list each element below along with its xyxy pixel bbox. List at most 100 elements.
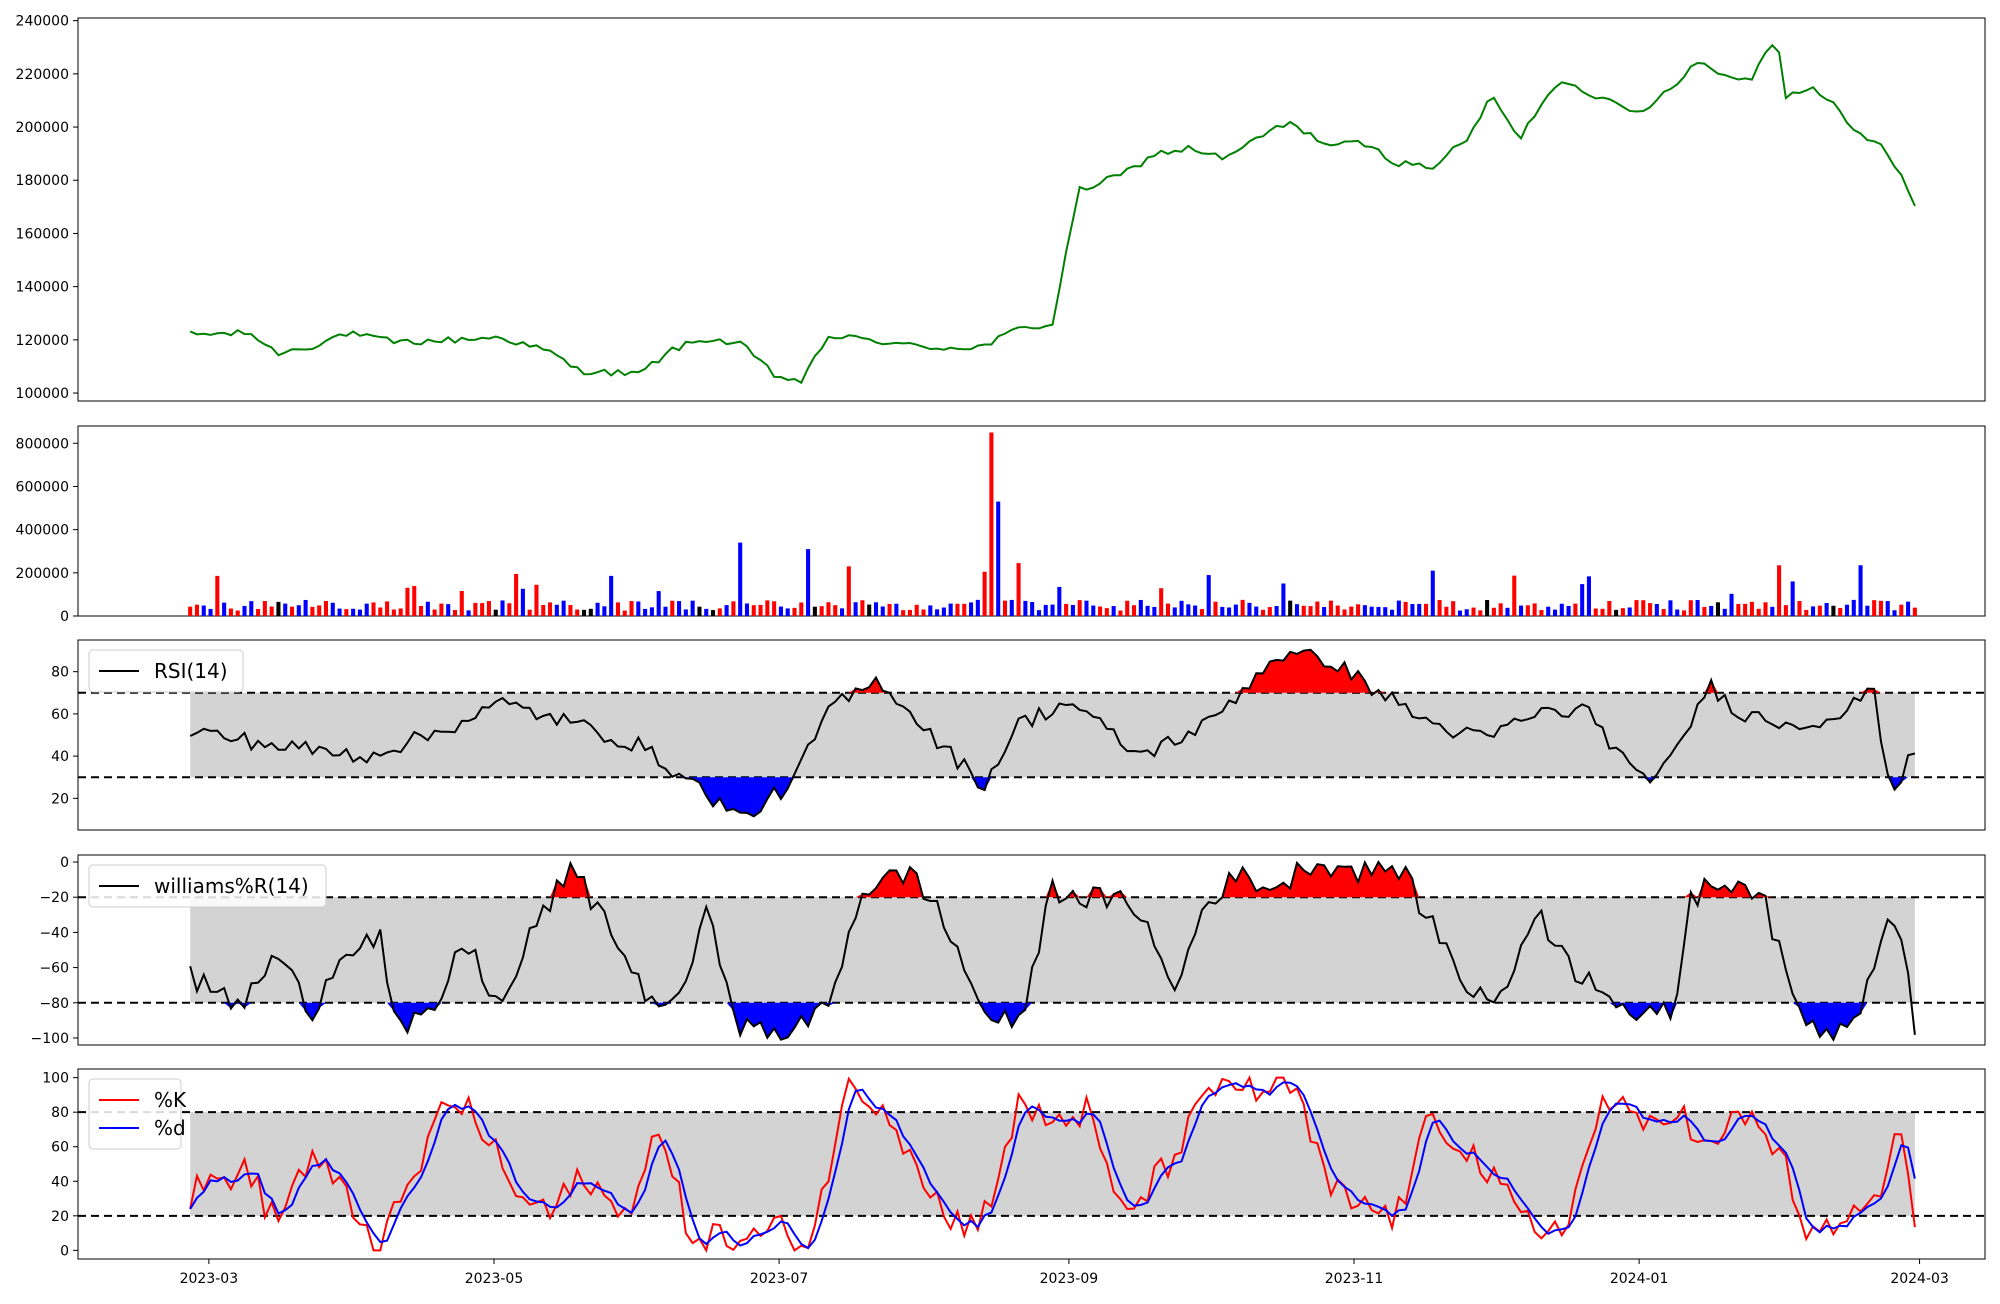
volume-bar bbox=[405, 588, 409, 616]
y-tick-label-0-1: 220000 bbox=[16, 67, 69, 83]
volume-bar bbox=[1580, 584, 1584, 616]
volume-bar bbox=[759, 605, 763, 616]
volume-bar bbox=[650, 607, 654, 616]
volume-bar bbox=[1594, 609, 1598, 616]
volume-bar bbox=[1247, 603, 1251, 616]
y-tick-label-4-0: 100 bbox=[42, 1071, 69, 1087]
volume-bar bbox=[1478, 610, 1482, 616]
volume-bar bbox=[589, 609, 593, 616]
volume-bar bbox=[1730, 594, 1734, 616]
volume-bar bbox=[616, 602, 620, 616]
y-tick-label-3-1: −20 bbox=[39, 890, 69, 906]
volume-bar bbox=[1818, 606, 1822, 616]
volume-bar bbox=[1865, 606, 1869, 616]
volume-bar bbox=[1852, 600, 1856, 616]
volume-bar bbox=[541, 605, 545, 616]
volume-bar bbox=[1838, 608, 1842, 616]
volume-bar bbox=[833, 605, 837, 616]
volume-bar bbox=[494, 610, 498, 616]
volume-bar bbox=[1288, 601, 1292, 616]
volume-bar bbox=[772, 601, 776, 616]
volume-bar bbox=[1505, 608, 1509, 616]
volume-bar bbox=[371, 602, 375, 616]
volume-bar bbox=[1180, 601, 1184, 616]
volume-bar bbox=[697, 607, 701, 616]
volume-bar bbox=[1451, 601, 1455, 616]
volume-bar bbox=[1512, 576, 1516, 616]
wr-oversold-fill-3-3 bbox=[387, 1003, 441, 1033]
volume-bar bbox=[745, 603, 749, 616]
volume-bar bbox=[555, 605, 559, 616]
volume-bar bbox=[548, 602, 552, 616]
volume-bar bbox=[1573, 604, 1577, 616]
wr-oversold-fill-3-2 bbox=[299, 1003, 326, 1020]
price-line bbox=[190, 45, 1915, 382]
volume-bar bbox=[188, 607, 192, 616]
volume-bar bbox=[1207, 575, 1211, 616]
volume-bar bbox=[222, 603, 226, 616]
volume-bar bbox=[1417, 604, 1421, 616]
volume-bar bbox=[1519, 606, 1523, 616]
volume-bar bbox=[1485, 600, 1489, 616]
volume-bar bbox=[1859, 565, 1863, 616]
volume-bar bbox=[568, 605, 572, 616]
volume-bar bbox=[1492, 608, 1496, 616]
volume-bar bbox=[1146, 606, 1150, 616]
volume-bar bbox=[718, 608, 722, 616]
volume-bar bbox=[1845, 605, 1849, 616]
volume-bar bbox=[725, 605, 729, 616]
volume-bar bbox=[1662, 609, 1666, 616]
volume-bar bbox=[1431, 571, 1435, 616]
volume-bar bbox=[324, 601, 328, 616]
volume-bar bbox=[1750, 602, 1754, 616]
volume-bar bbox=[1105, 608, 1109, 616]
volume-bar bbox=[1118, 611, 1122, 617]
volume-bar bbox=[1342, 609, 1346, 616]
x-tick-label-0: 2023-03 bbox=[180, 1271, 239, 1287]
volume-bar bbox=[439, 604, 443, 616]
y-tick-label-1-3: 200000 bbox=[16, 566, 69, 582]
volume-bar bbox=[765, 600, 769, 616]
volume-bar bbox=[969, 602, 973, 616]
volume-bar bbox=[1628, 607, 1632, 616]
volume-bar bbox=[1879, 601, 1883, 616]
volume-bar bbox=[881, 606, 885, 616]
volume-bar bbox=[1906, 602, 1910, 616]
volume-bar bbox=[344, 609, 348, 616]
volume-bar bbox=[1186, 604, 1190, 616]
volume-bar bbox=[1193, 606, 1197, 616]
legend-label-4-1: %d bbox=[154, 1116, 186, 1140]
x-tick-label-5: 2024-01 bbox=[1610, 1271, 1669, 1287]
volume-bar bbox=[249, 601, 253, 616]
x-tick-label-6: 2024-03 bbox=[1890, 1271, 1949, 1287]
volume-bar bbox=[840, 608, 844, 616]
volume-bar bbox=[1913, 608, 1917, 616]
volume-bar bbox=[1797, 601, 1801, 616]
volume-bar bbox=[1390, 610, 1394, 616]
volume-bar bbox=[1356, 604, 1360, 616]
volume-bar bbox=[731, 601, 735, 616]
plot-frame-0 bbox=[78, 18, 1985, 401]
volume-bar bbox=[989, 432, 993, 616]
y-tick-label-1-1: 600000 bbox=[16, 479, 69, 495]
volume-bar bbox=[1777, 565, 1781, 616]
volume-bar bbox=[1791, 581, 1795, 616]
volume-bar bbox=[1831, 606, 1835, 616]
volume-bar bbox=[1689, 600, 1693, 616]
volume-bar bbox=[242, 606, 246, 616]
volume-bar bbox=[1329, 601, 1333, 616]
volume-bar bbox=[467, 610, 471, 616]
volume-bar bbox=[1404, 602, 1408, 616]
volume-bar bbox=[1017, 563, 1021, 616]
volume-bar bbox=[1886, 601, 1890, 616]
volume-bar bbox=[1112, 606, 1116, 616]
volume-bar bbox=[1716, 602, 1720, 616]
volume-bar bbox=[1376, 607, 1380, 616]
volume-bar bbox=[487, 601, 491, 616]
volume-bar bbox=[691, 601, 695, 616]
volume-bar bbox=[1309, 606, 1313, 616]
y-tick-label-3-3: −60 bbox=[39, 961, 69, 977]
y-tick-label-2-1: 60 bbox=[51, 707, 69, 723]
volume-bar bbox=[1241, 600, 1245, 616]
volume-bar bbox=[1091, 606, 1095, 616]
